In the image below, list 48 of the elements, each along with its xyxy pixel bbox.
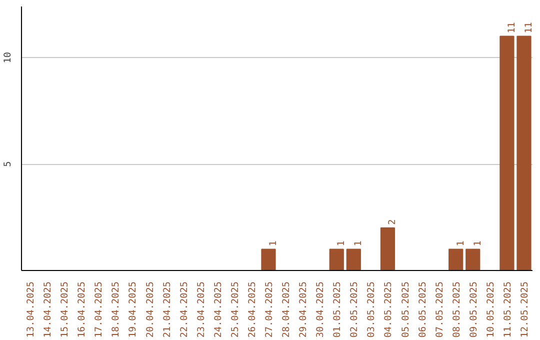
- data-label: 1: [353, 240, 364, 246]
- x-tick-label: 11.05.2025: [502, 281, 514, 338]
- bar: [261, 248, 276, 270]
- x-tick-label: 17.04.2025: [94, 281, 105, 338]
- x-tick-label: 06.05.2025: [417, 281, 428, 338]
- bar: [329, 248, 344, 270]
- x-tick-label: 03.05.2025: [366, 281, 378, 338]
- bar: [516, 36, 532, 270]
- x-tick-label: 15.04.2025: [60, 281, 71, 338]
- x-tick-label: 19.04.2025: [128, 281, 139, 338]
- data-label: 1: [455, 240, 466, 246]
- x-tick-label: 25.04.2025: [230, 281, 241, 338]
- x-tick-label: 18.04.2025: [110, 281, 122, 338]
- x-tick-label: 04.05.2025: [383, 281, 394, 338]
- x-tick-label: 10.05.2025: [485, 281, 496, 338]
- x-tick-label: 01.05.2025: [332, 281, 344, 338]
- data-label: 11: [523, 22, 534, 34]
- x-tick-label: 02.05.2025: [349, 281, 360, 338]
- bar: [346, 248, 361, 270]
- x-tick-label: 30.04.2025: [315, 281, 326, 338]
- data-label: 11: [506, 22, 518, 34]
- bar: [380, 227, 396, 270]
- x-tick-label: 28.04.2025: [281, 281, 292, 338]
- bar: [466, 248, 480, 270]
- x-tick-label: 29.04.2025: [298, 281, 310, 338]
- x-tick-label: 08.05.2025: [451, 281, 462, 338]
- x-tick-label: 12.05.2025: [519, 281, 530, 338]
- x-tick-label: 09.05.2025: [468, 281, 480, 338]
- x-tick-label: 27.04.2025: [264, 281, 275, 338]
- y-tick-label: 10: [2, 52, 14, 64]
- x-tick-label: 16.04.2025: [76, 281, 88, 338]
- data-label: 1: [472, 240, 484, 246]
- y-tick-label: 5: [2, 161, 14, 167]
- x-tick-label: 05.05.2025: [400, 281, 412, 338]
- x-tick-label: 23.04.2025: [196, 281, 207, 338]
- x-tick-label: 13.04.2025: [26, 281, 37, 338]
- bar: [448, 248, 464, 270]
- bar: [500, 36, 514, 270]
- x-tick-label: 26.04.2025: [246, 281, 258, 338]
- x-tick-label: 22.04.2025: [178, 281, 190, 338]
- x-tick-label: 21.04.2025: [162, 281, 173, 338]
- data-label: 1: [336, 240, 348, 246]
- x-tick-label: 14.04.2025: [42, 281, 54, 338]
- x-tick-label: 07.05.2025: [434, 281, 446, 338]
- data-label: 1: [268, 240, 279, 246]
- data-label: 2: [387, 219, 398, 225]
- x-tick-label: 24.04.2025: [212, 281, 224, 338]
- x-tick-label: 20.04.2025: [144, 281, 156, 338]
